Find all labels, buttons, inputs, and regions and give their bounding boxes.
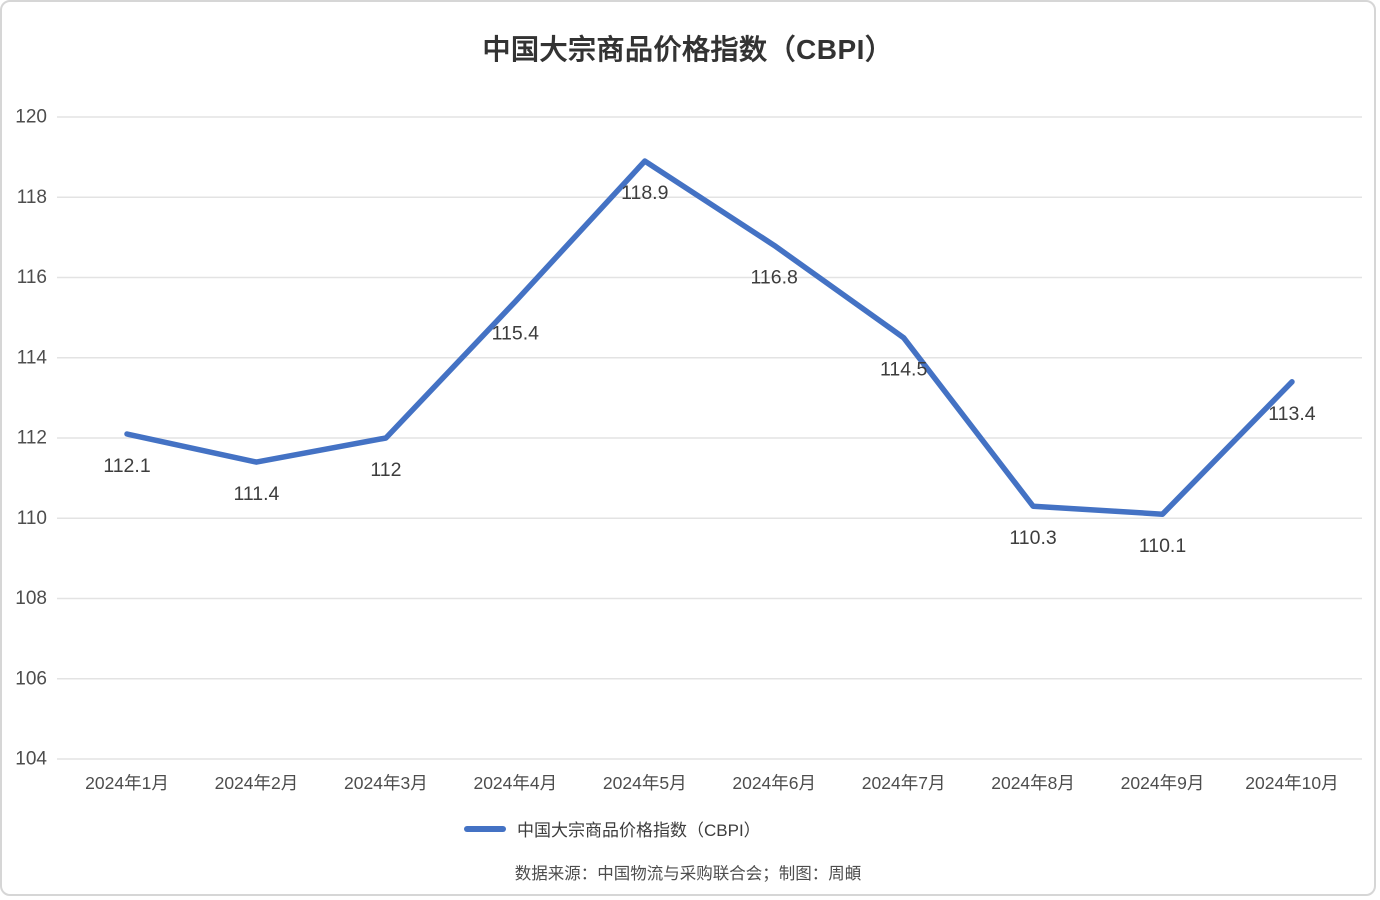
y-tick-label: 120	[15, 107, 47, 128]
data-point-label: 115.4	[492, 323, 540, 345]
x-tick-label: 2024年8月	[991, 773, 1075, 793]
x-tick-label: 2024年10月	[1245, 773, 1338, 793]
y-tick-label: 106	[15, 668, 47, 689]
data-point-label: 112	[370, 459, 401, 481]
y-tick-label: 104	[15, 749, 47, 770]
x-tick-label: 2024年7月	[862, 773, 946, 793]
data-point-label: 111.4	[233, 483, 279, 505]
x-tick-label: 2024年1月	[85, 773, 169, 793]
legend-line-swatch-icon	[464, 825, 506, 832]
x-tick-label: 2024年3月	[344, 773, 428, 793]
y-tick-label: 116	[17, 267, 47, 288]
chart-title: 中国大宗商品价格指数（CBPI）	[482, 34, 894, 65]
data-point-label: 112.1	[103, 455, 150, 477]
y-tick-label: 112	[17, 428, 47, 449]
y-tick-label: 108	[15, 588, 47, 609]
x-tick-label: 2024年9月	[1121, 773, 1205, 793]
data-point-label: 114.5	[880, 359, 928, 381]
data-point-label: 110.3	[1009, 527, 1056, 549]
y-tick-label: 110	[17, 508, 47, 529]
data-point-label: 116.8	[751, 266, 798, 288]
legend: 中国大宗商品价格指数（CBPI）	[464, 816, 761, 841]
x-tick-label: 2024年4月	[473, 773, 557, 793]
source-credit: 数据来源：中国物流与采购联合会；制图：周頔	[514, 865, 862, 883]
data-point-label: 118.9	[621, 182, 668, 204]
y-tick-label: 118	[17, 187, 47, 208]
x-tick-label: 2024年2月	[215, 773, 299, 793]
data-line	[124, 158, 1295, 517]
x-tick-label: 2024年5月	[603, 773, 687, 793]
data-point-label: 113.4	[1268, 403, 1316, 425]
data-point-label: 110.1	[1139, 535, 1186, 557]
legend-label: 中国大宗商品价格指数（CBPI）	[517, 821, 761, 840]
x-tick-label: 2024年6月	[732, 773, 816, 793]
y-tick-label: 114	[17, 347, 48, 368]
